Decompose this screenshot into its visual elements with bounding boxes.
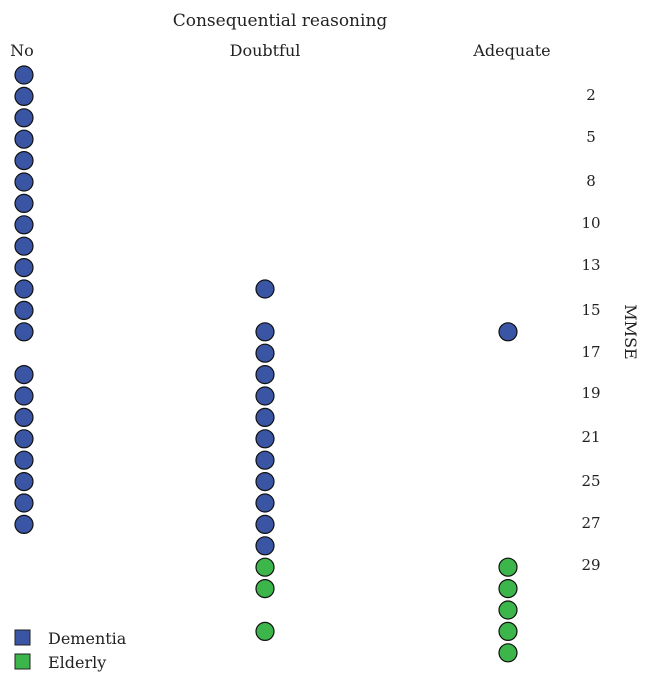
column-headers: No Doubtful Adequate xyxy=(10,41,550,60)
data-point-dementia xyxy=(14,514,34,535)
data-point-elderly xyxy=(498,557,518,577)
data-point-dementia xyxy=(14,365,34,385)
data-point-dementia xyxy=(255,343,275,363)
data-point-dementia xyxy=(14,322,34,342)
legend-swatch-elderly xyxy=(14,653,31,670)
legend-label-dementia: Dementia xyxy=(48,629,127,648)
data-point-dementia xyxy=(14,86,34,107)
data-point-dementia xyxy=(14,472,34,492)
y-tick-label: 19 xyxy=(581,384,600,402)
y-tick-label: 8 xyxy=(586,172,596,190)
data-point-dementia xyxy=(14,151,34,171)
y-tick-label: 15 xyxy=(581,301,600,319)
data-point-dementia xyxy=(14,108,34,128)
data-point-dementia xyxy=(255,279,275,299)
data-point-dementia xyxy=(14,236,34,256)
y-tick-label: 5 xyxy=(586,128,596,146)
data-point-dementia xyxy=(14,172,34,192)
data-point-dementia xyxy=(255,493,275,513)
data-point-dementia xyxy=(14,258,34,278)
data-point-dementia xyxy=(14,429,34,449)
column-header-no: No xyxy=(10,41,34,60)
data-point-elderly xyxy=(498,600,518,620)
y-tick-label: 29 xyxy=(581,556,600,574)
data-point-elderly xyxy=(498,578,518,599)
y-tick-label: 21 xyxy=(581,428,600,446)
legend-label-elderly: Elderly xyxy=(48,653,106,672)
y-tick-label: 10 xyxy=(581,214,600,232)
data-point-dementia xyxy=(14,193,34,213)
data-point-dementia xyxy=(255,450,275,470)
data-point-dementia xyxy=(255,514,275,535)
data-point-dementia xyxy=(255,322,275,342)
data-point-dementia xyxy=(14,129,34,149)
data-point-elderly xyxy=(255,621,275,642)
data-point-dementia xyxy=(14,215,34,235)
y-tick-label: 25 xyxy=(581,472,600,490)
column-header-adequate: Adequate xyxy=(472,41,550,60)
data-points xyxy=(14,65,518,663)
data-point-dementia xyxy=(255,536,275,556)
data-point-dementia xyxy=(14,65,34,85)
data-point-dementia xyxy=(255,472,275,492)
data-point-dementia xyxy=(255,365,275,385)
data-point-dementia xyxy=(255,429,275,449)
data-point-dementia xyxy=(255,407,275,427)
data-point-dementia xyxy=(14,407,34,427)
y-tick-label: 17 xyxy=(581,343,600,361)
legend-swatch-dementia xyxy=(14,629,31,646)
y-axis-label: MMSE xyxy=(621,304,640,359)
data-point-dementia xyxy=(14,386,34,406)
data-point-dementia xyxy=(14,279,34,299)
data-point-dementia xyxy=(14,300,34,320)
data-point-dementia xyxy=(498,322,518,342)
chart-title: Consequential reasoning xyxy=(173,11,388,31)
data-point-dementia xyxy=(255,386,275,406)
y-tick-label: 27 xyxy=(581,514,600,532)
data-point-elderly xyxy=(255,557,275,577)
column-header-doubtful: Doubtful xyxy=(230,41,301,60)
data-point-dementia xyxy=(14,450,34,470)
legend: Dementia Elderly xyxy=(14,629,127,672)
data-point-elderly xyxy=(255,578,275,599)
data-point-elderly xyxy=(498,643,518,663)
y-tick-label: 2 xyxy=(586,86,596,104)
y-tick-label: 13 xyxy=(581,256,600,274)
data-point-elderly xyxy=(498,621,518,642)
data-point-dementia xyxy=(14,493,34,513)
